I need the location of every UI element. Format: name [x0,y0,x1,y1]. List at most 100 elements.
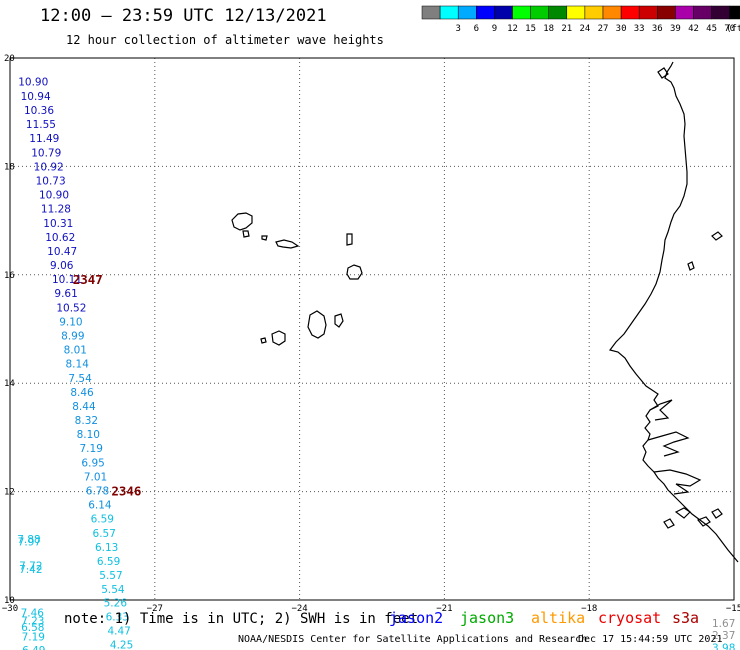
map-title: 12:00 – 23:59 UTC 12/13/2021 [40,6,327,26]
legend-tick-label: 36 [652,24,663,34]
legend-tick-label: 6 [474,24,479,34]
lon-tick-label: −18 [581,604,597,614]
island-sal [346,233,353,246]
wave-height-label: 11.49 [29,133,59,145]
lat-tick-label: 18 [4,162,15,172]
wave-height-label: 7.46 [21,607,45,619]
island-santa-luzia [261,235,268,241]
pass-time-label: 2346 [111,484,141,499]
wave-height-label: 8.32 [75,415,98,427]
track-cyan-south: 6.59 6.57 6.13 6.59 5.57 5.54 5.266.33 4.47 4.25 [91,514,134,650]
legend-swatch [421,5,441,20]
legend-swatch [439,5,459,20]
wave-height-label: 6.33 [106,611,129,623]
legend-swatch [566,5,586,20]
legend-swatch [584,5,604,20]
wave-height-label: 11.28 [41,204,71,216]
legend-swatch [711,5,730,20]
legend-swatch [494,5,513,20]
wave-observations: 10.90 10.94 10.36 11.55 11.49 10.79 10.92 10.73… [17,76,735,650]
legend-tick-label: 39 [670,24,681,34]
wave-height-label: 7.23 [21,616,44,628]
island-maio [334,313,344,328]
footnote: note: 1) Time is in UTC; 2) SWH is in fe… [64,611,419,627]
lon-tick-label: −27 [147,604,163,614]
map-subtitle: 12 hour collection of altimeter wave hei… [66,33,384,47]
legend-tick-label: 9 [492,24,497,34]
legend-swatch [620,5,640,20]
wave-height-label: 8.01 [64,345,87,357]
wave-height-label: 10.79 [31,147,61,159]
wave-height-label: 8.14 [66,359,90,371]
satellite-label-jason3: jason3 [460,609,515,627]
legend-tick-label: 24 [579,24,590,34]
generated-date: Dec 17 15:44:59 UTC 2021 [578,634,723,645]
satellite-label-s3a: s3a [672,609,700,627]
island-boa-vista [346,264,363,280]
legend-swatch [457,5,477,20]
legend-swatch [675,5,694,20]
wave-height-label: 5.57 [99,570,122,582]
pass-time-label: 2347 [73,272,103,287]
wave-height-label: 7.88 [17,534,40,546]
map-frame [9,57,735,601]
island-santo-antao [231,212,253,231]
wave-height-label: 9.61 [54,288,77,300]
lat-tick-label: 16 [4,271,15,281]
wave-height-label: 7.19 [80,443,103,455]
track-dark-blue: 10.90 10.94 10.36 11.55 11.49 10.79 10.92 10.73… [18,76,86,314]
wave-height-label: 4.25 [110,639,133,650]
wave-height-label: 7.54 [68,373,92,385]
wave-height-label: 6.57 [93,528,116,540]
wave-height-label: 10.47 [47,246,77,258]
track-east-edge: 1.672.373.983.08 [712,618,735,650]
coast-islet-1 [711,231,723,241]
wave-height-label: 10.90 [18,76,48,88]
wave-height-label: 6.78 [86,486,109,498]
wave-height-label: 7.97 [18,536,41,548]
west-africa-coast [608,61,739,563]
wave-height-label: 10.92 [34,161,64,173]
lat-tick-label: 20 [4,54,15,64]
wave-height-label: 2.37 [712,630,735,642]
wave-height-label: 1.67 [712,618,735,630]
legend-swatch [512,5,531,20]
wave-height-label: 6.49 [22,645,45,650]
wave-height-label: 10.73 [36,175,66,187]
wave-height-label: 8.99 [61,331,84,343]
satellite-label-jason2: jason2 [389,609,444,627]
wave-height-label: 10.90 [39,190,69,202]
wave-height-label: 10.36 [24,105,54,117]
legend-tick-label: 12 [507,24,518,34]
coast-inlet-3 [653,469,702,495]
lon-tick-label: −24 [291,604,307,614]
coast-islet-3 [657,67,669,79]
wave-height-label: 6.58 [21,622,44,634]
wave-height-label: 9.10 [59,316,82,328]
map-grid [9,57,735,601]
legend-tick-label: 21 [561,24,572,34]
legend-tick-label: 15 [525,24,536,34]
wave-height-label: 10.94 [21,91,51,103]
axis-ticks: −30 −27 −24 −21 −18 −15 20 18 16 14 12 10 [2,54,740,614]
coast-inlet-2 [647,431,690,457]
coast-inlet-1 [649,399,673,421]
island-fogo [271,330,286,346]
credit-line: NOAA/NESDIS Center for Satellite Applica… [238,634,588,645]
wave-height-label: 10.31 [43,218,73,230]
wave-height-label: 8.44 [72,401,96,413]
legend-tick-label: 27 [598,24,609,34]
wave-height-label: 6.95 [81,457,104,469]
wave-height-label: 10.11 [52,274,82,286]
island-sao-nicolau [275,239,300,249]
wave-height-label: 6.59 [91,514,114,526]
legend-tick-label: 18 [543,24,554,34]
legend-tick-label: 3 [455,24,460,34]
coast-islet-2 [687,261,695,271]
guinea-bissau-islands [663,507,723,529]
wave-height-label: 10.52 [56,302,86,314]
track-cyan-west: 7.887.977.727.427.467.236.587.196.496.91 [17,534,45,650]
lon-tick-label: −30 [2,604,18,614]
legend-unit: (ft) [726,24,740,34]
